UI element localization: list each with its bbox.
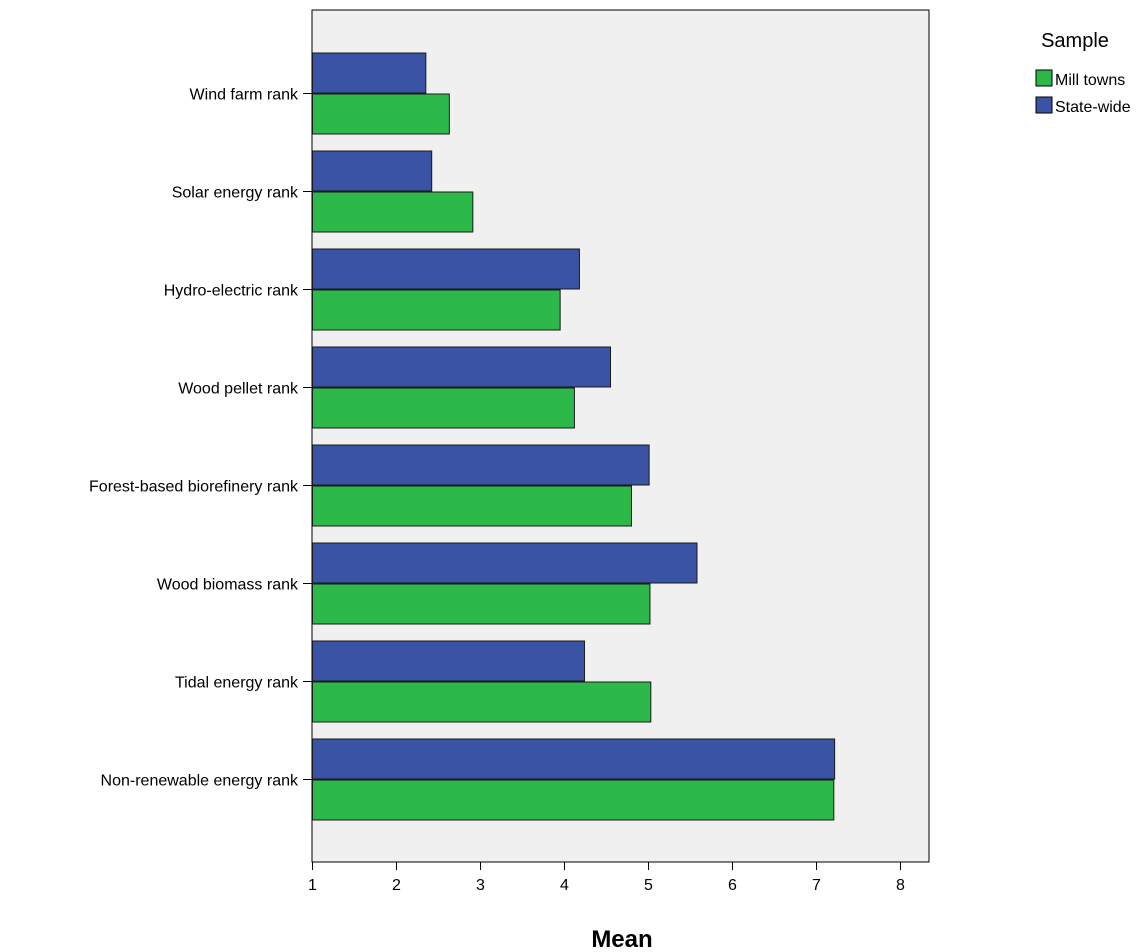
category-axis: Wind farm rank Solar energy rank Hydro-ele… — [89, 87, 312, 790]
x-tick-label-1: 1 — [308, 877, 317, 894]
plot-area — [311, 9, 930, 863]
bar-mill-towns-hydro-electric-rank — [312, 289, 561, 331]
category-label-forest-based-biorefinery-rank: Forest-based biorefinery rank — [89, 479, 299, 496]
category-label-wind-farm-rank: Wind farm rank — [190, 87, 299, 104]
x-tick-label-3: 3 — [476, 877, 485, 894]
x-tick-label-4: 4 — [560, 877, 569, 894]
category-label-non-renewable-energy-rank: Non-renewable energy rank — [101, 773, 299, 790]
category-label-hydro-electric-rank: Hydro-electric rank — [164, 283, 299, 300]
bar-state-wide-wind-farm-rank — [312, 52, 427, 94]
bar-mill-towns-solar-energy-rank — [312, 191, 474, 233]
bar-state-wide-solar-energy-rank — [312, 150, 433, 192]
bar-mill-towns-forest-based-biorefinery-rank — [312, 485, 632, 527]
bar-state-wide-tidal-energy-rank — [312, 640, 585, 682]
x-axis-title: Mean — [591, 926, 652, 952]
bar-state-wide-non-renewable-energy-rank — [312, 738, 836, 780]
legend-label-state-wide: State-wide — [1055, 99, 1131, 116]
bar-mill-towns-wood-pellet-rank — [312, 387, 575, 429]
legend: Sample Mill towns State-wide — [1035, 30, 1131, 116]
x-tick-label-5: 5 — [644, 877, 653, 894]
bar-mill-towns-tidal-energy-rank — [312, 681, 652, 723]
bar-state-wide-hydro-electric-rank — [312, 248, 580, 290]
x-tick-label-2: 2 — [392, 877, 401, 894]
legend-swatch-state-wide — [1035, 96, 1053, 114]
x-tick-label-6: 6 — [728, 877, 737, 894]
bar-mill-towns-wood-biomass-rank — [312, 583, 651, 625]
x-axis: 1 2 3 4 5 6 7 8 — [308, 862, 905, 894]
bar-mill-towns-wind-farm-rank — [312, 93, 450, 135]
legend-label-mill-towns: Mill towns — [1055, 72, 1125, 89]
bar-state-wide-wood-biomass-rank — [312, 542, 698, 584]
category-label-solar-energy-rank: Solar energy rank — [172, 185, 299, 202]
bar-state-wide-wood-pellet-rank — [312, 346, 612, 388]
legend-title: Sample — [1041, 30, 1109, 52]
category-label-wood-pellet-rank: Wood pellet rank — [178, 381, 299, 398]
bar-state-wide-forest-based-biorefinery-rank — [312, 444, 650, 486]
bar-mill-towns-non-renewable-energy-rank — [312, 779, 835, 821]
category-label-tidal-energy-rank: Tidal energy rank — [175, 675, 299, 692]
legend-swatch-mill-towns — [1035, 69, 1053, 87]
x-tick-label-8: 8 — [896, 877, 905, 894]
category-label-wood-biomass-rank: Wood biomass rank — [157, 577, 299, 594]
x-tick-label-7: 7 — [812, 877, 821, 894]
bars-group — [312, 52, 836, 821]
